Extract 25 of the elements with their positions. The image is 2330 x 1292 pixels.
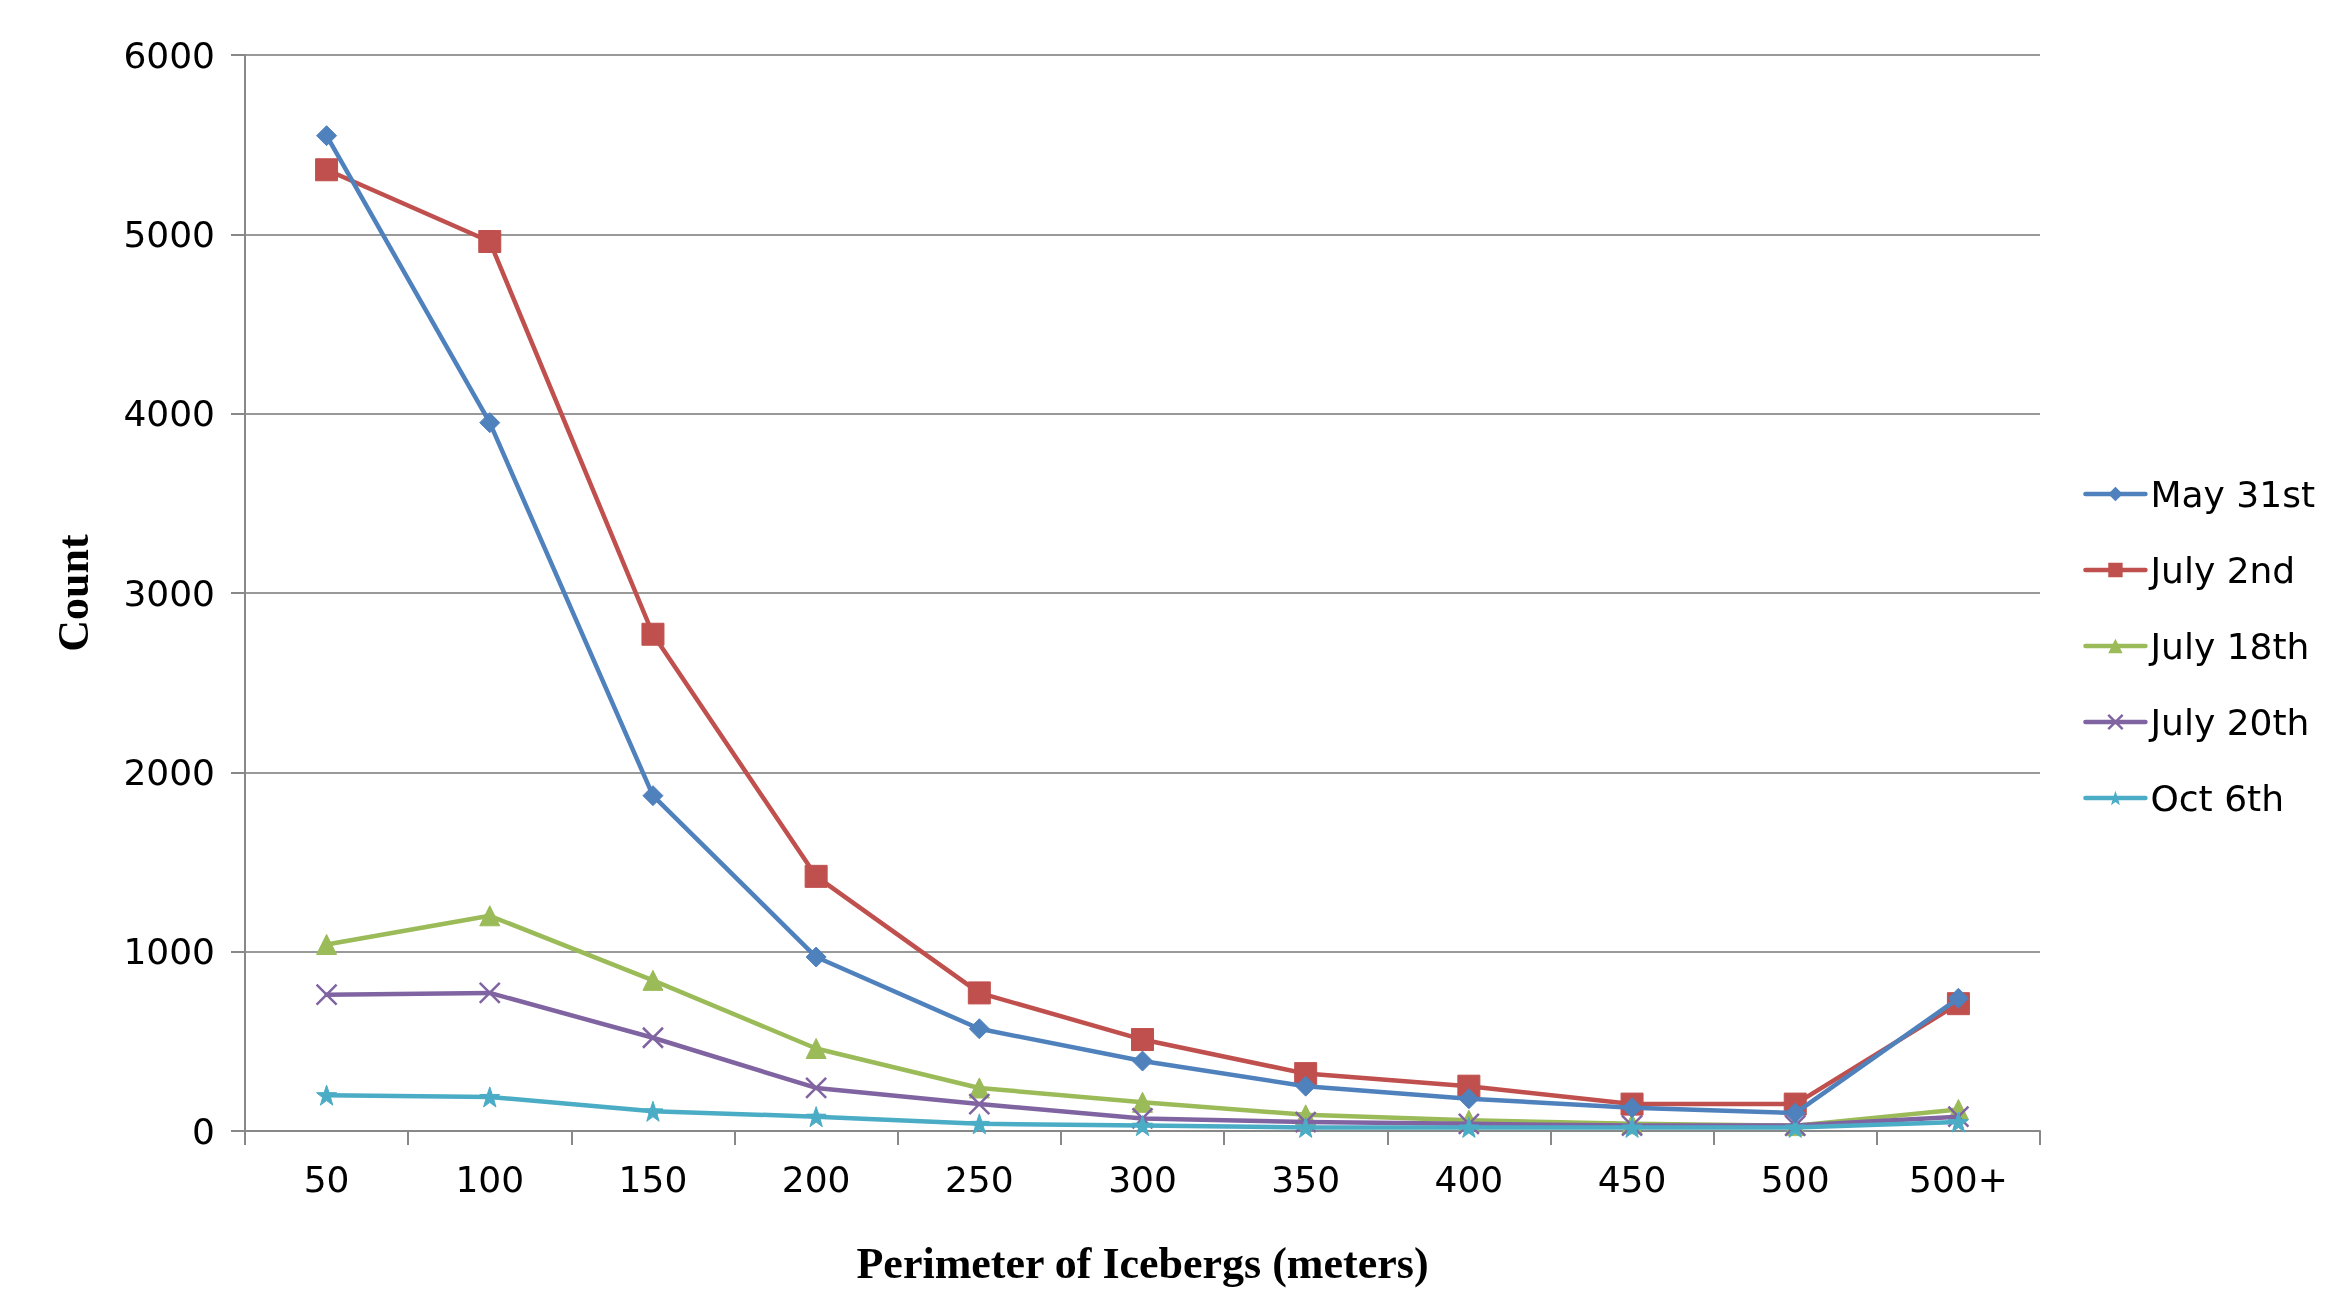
x-tick-label: 400 (1434, 1158, 1504, 1200)
x-tick-label: 350 (1271, 1158, 1341, 1200)
y-tick-label: 5000 (123, 213, 215, 255)
y-tick-label: 2000 (123, 751, 215, 793)
legend-label: May 31st (2150, 473, 2316, 515)
x-tick-label: 500+ (1908, 1158, 2008, 1200)
y-tick-label: 6000 (123, 34, 215, 76)
x-tick-label: 300 (1108, 1158, 1177, 1200)
y-tick-label: 1000 (123, 931, 215, 973)
x-tick-label: 250 (944, 1158, 1014, 1200)
y-tick-label: 0 (192, 1110, 215, 1152)
x-axis-title: Perimeter of Icebergs (meters) (856, 1238, 1429, 1288)
legend-label: July 2nd (2148, 549, 2296, 591)
legend-label: Oct 6th (2150, 777, 2284, 819)
x-tick-label: 100 (455, 1158, 525, 1200)
x-tick-label: 50 (303, 1158, 350, 1200)
x-tick-label: 150 (618, 1158, 688, 1200)
legend-label: July 20th (2148, 701, 2310, 743)
y-axis-title: Count (48, 533, 98, 652)
y-tick-label: 3000 (123, 572, 215, 614)
x-tick-label: 200 (781, 1158, 851, 1200)
legend-label: July 18th (2148, 625, 2310, 667)
y-tick-label: 4000 (123, 393, 215, 435)
x-tick-label: 500 (1760, 1158, 1830, 1200)
x-tick-label: 450 (1597, 1158, 1667, 1200)
